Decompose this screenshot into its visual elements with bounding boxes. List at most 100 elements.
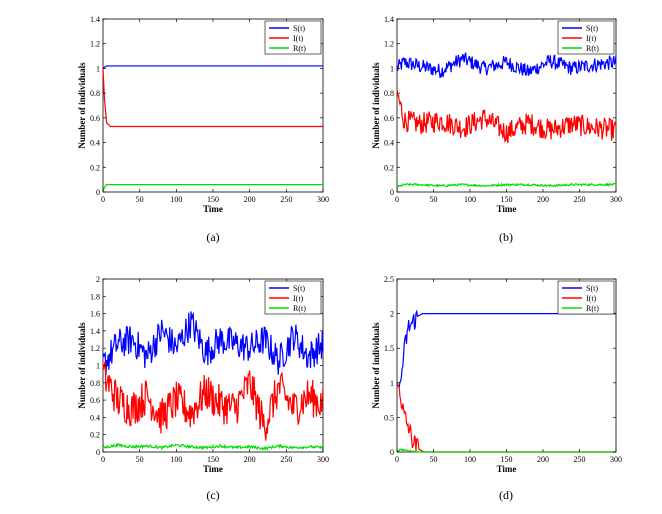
y-tick-label: 1 bbox=[96, 362, 100, 371]
y-tick-label: 0.8 bbox=[384, 89, 394, 98]
x-tick-label: 300 bbox=[317, 195, 329, 204]
y-tick-label: 0 bbox=[96, 448, 100, 457]
y-tick-label: 0 bbox=[390, 188, 394, 197]
y-tick-label: 0.2 bbox=[90, 163, 100, 172]
x-tick-label: 200 bbox=[244, 195, 256, 204]
y-axis-label: Number of individuals bbox=[77, 62, 87, 149]
legend-entry: S(t) bbox=[293, 24, 305, 33]
panel-label: (a) bbox=[206, 230, 219, 244]
panel-label: (c) bbox=[206, 488, 219, 502]
x-tick-label: 50 bbox=[136, 195, 144, 204]
y-tick-label: 2 bbox=[96, 275, 100, 284]
y-tick-label: 1.2 bbox=[90, 344, 100, 353]
y-axis-label: Number of individuals bbox=[77, 322, 87, 409]
series-line-it bbox=[396, 382, 616, 453]
x-tick-label: 50 bbox=[430, 195, 438, 204]
y-axis-label: Number of individuals bbox=[371, 62, 381, 149]
legend: S(t)I(t)R(t) bbox=[264, 20, 322, 55]
x-tick-label: 300 bbox=[610, 195, 622, 204]
y-tick-label: 0.4 bbox=[90, 413, 100, 422]
legend: S(t)I(t)R(t) bbox=[264, 280, 322, 315]
y-tick-label: 1.4 bbox=[384, 15, 394, 24]
y-axis-label: Number of individuals bbox=[371, 322, 381, 409]
series-line-st bbox=[102, 311, 324, 376]
x-tick-label: 100 bbox=[170, 455, 182, 464]
series-line-it bbox=[102, 360, 324, 441]
y-tick-label: 0.8 bbox=[90, 379, 100, 388]
x-axis-label: Time bbox=[497, 204, 517, 214]
legend-entry: S(t) bbox=[293, 284, 305, 293]
series-line-it bbox=[396, 89, 617, 144]
x-tick-label: 50 bbox=[136, 455, 144, 464]
y-tick-label: 0 bbox=[96, 188, 100, 197]
y-tick-label: 0.8 bbox=[90, 89, 100, 98]
legend: S(t)I(t)R(t) bbox=[557, 20, 615, 55]
legend-entry: I(t) bbox=[293, 34, 304, 43]
chart-panel-2: 0 50 100 150 200 250 300 0 0.2 0.4 0.6 0.8 1 1.2 1.4 Ti… bbox=[371, 15, 622, 244]
x-tick-label: 250 bbox=[280, 455, 292, 464]
y-tick-label: 1.5 bbox=[384, 344, 394, 353]
y-tick-label: 2.5 bbox=[384, 275, 394, 284]
x-axis-label: Time bbox=[203, 464, 223, 474]
y-tick-label: 1.2 bbox=[384, 40, 394, 49]
x-axis-label: Time bbox=[203, 204, 223, 214]
series-line-st bbox=[396, 52, 617, 78]
x-tick-label: 0 bbox=[101, 195, 105, 204]
x-tick-label: 150 bbox=[207, 455, 219, 464]
x-tick-label: 150 bbox=[501, 195, 513, 204]
y-tick-label: 0.6 bbox=[90, 396, 100, 405]
x-tick-label: 200 bbox=[244, 455, 256, 464]
x-tick-label: 200 bbox=[537, 455, 549, 464]
y-tick-label: 0 bbox=[390, 448, 394, 457]
y-tick-label: 0.6 bbox=[90, 114, 100, 123]
x-tick-label: 150 bbox=[501, 455, 513, 464]
y-tick-label: 0.4 bbox=[90, 139, 100, 148]
series-line-rt bbox=[396, 182, 617, 188]
panel-label: (d) bbox=[499, 488, 513, 502]
chart-panel-4: 0 50 100 150 200 250 300 0 0.5 1 1.5 2 2.5 Time Number… bbox=[371, 275, 622, 502]
y-tick-label: 1.8 bbox=[90, 292, 100, 301]
legend-entry: R(t) bbox=[586, 304, 599, 313]
x-tick-label: 300 bbox=[317, 455, 329, 464]
chart-panel-1: 0 50 100 150 200 250 300 0 0.2 0.4 0.6 0.8 1 1.2 1.4 Ti… bbox=[77, 15, 329, 244]
series-line-st bbox=[396, 309, 616, 389]
y-tick-label: 1 bbox=[390, 379, 394, 388]
y-tick-label: 1.4 bbox=[90, 327, 100, 336]
x-tick-label: 100 bbox=[464, 455, 476, 464]
y-tick-label: 0.4 bbox=[384, 139, 394, 148]
legend-entry: I(t) bbox=[293, 294, 304, 303]
x-tick-label: 200 bbox=[537, 195, 549, 204]
x-tick-label: 100 bbox=[170, 195, 182, 204]
x-tick-label: 0 bbox=[395, 195, 399, 204]
series-line-rt bbox=[102, 183, 323, 193]
x-axis-label: Time bbox=[497, 464, 517, 474]
x-tick-label: 100 bbox=[464, 195, 476, 204]
legend-entry: I(t) bbox=[586, 294, 597, 303]
x-tick-label: 300 bbox=[610, 455, 622, 464]
y-tick-label: 0.6 bbox=[384, 114, 394, 123]
y-tick-label: 0.2 bbox=[384, 163, 394, 172]
y-tick-label: 1 bbox=[96, 64, 100, 73]
y-tick-label: 1.4 bbox=[90, 15, 100, 24]
y-tick-label: 1.2 bbox=[90, 40, 100, 49]
y-tick-label: 2 bbox=[390, 310, 394, 319]
x-tick-label: 250 bbox=[574, 455, 586, 464]
legend-entry: R(t) bbox=[293, 304, 306, 313]
series-line-rt bbox=[102, 442, 324, 452]
x-tick-label: 0 bbox=[101, 455, 105, 464]
legend-entry: S(t) bbox=[586, 24, 598, 33]
x-tick-label: 0 bbox=[395, 455, 399, 464]
legend-entry: I(t) bbox=[586, 34, 597, 43]
x-tick-label: 250 bbox=[280, 195, 292, 204]
legend: S(t)I(t)R(t) bbox=[557, 280, 615, 315]
legend-entry: R(t) bbox=[293, 44, 306, 53]
x-tick-label: 150 bbox=[207, 195, 219, 204]
y-tick-label: 0.2 bbox=[90, 431, 100, 440]
series-line-it bbox=[102, 68, 323, 128]
panel-label: (b) bbox=[499, 230, 513, 244]
y-tick-label: 0.5 bbox=[384, 413, 394, 422]
chart-panel-3: 0 50 100 150 200 250 300 0 0.2 0.4 0.6 0.8 1 1.2 1.4 1.… bbox=[77, 275, 329, 502]
y-tick-label: 1.6 bbox=[90, 310, 100, 319]
series-line-st bbox=[102, 65, 323, 69]
